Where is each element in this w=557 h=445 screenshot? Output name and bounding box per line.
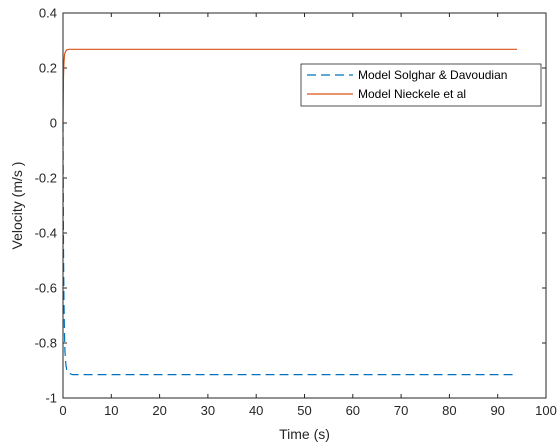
plot-frame <box>62 12 547 399</box>
x-tick-label: 70 <box>394 403 408 418</box>
x-tick-label: 40 <box>249 403 263 418</box>
y-axis-label: Velocity (m/s ) <box>9 162 25 250</box>
legend-box <box>300 63 542 107</box>
x-tick-label: 10 <box>104 403 118 418</box>
x-tick-label: 80 <box>442 403 456 418</box>
series-line-nieckele <box>62 48 518 124</box>
y-tick-label: 0.2 <box>39 61 57 76</box>
y-tick-label: -0.2 <box>35 171 57 186</box>
y-tick-label: -0.4 <box>35 226 57 241</box>
legend-label-solghar: Model Solghar & Davoudian <box>358 68 507 82</box>
x-axis-label: Time (s) <box>279 426 330 442</box>
y-tick-label: -0.8 <box>35 336 57 351</box>
x-tick-label: 100 <box>535 403 557 418</box>
legend: Model Solghar & Davoudian Model Nieckele… <box>300 63 542 107</box>
y-axis-ticks: 0.4 0.2 0 -0.2 -0.4 -0.6 -0.8 -1 <box>35 6 546 406</box>
y-tick-label: 0.4 <box>39 6 57 21</box>
y-tick-label: -0.6 <box>35 281 57 296</box>
x-tick-label: 30 <box>201 403 215 418</box>
y-tick-label: -1 <box>45 391 57 406</box>
x-axis-ticks: 0 10 20 30 40 50 60 70 80 90 100 <box>59 13 557 418</box>
legend-label-nieckele: Model Nieckele et al <box>358 87 466 101</box>
series-line-solghar <box>62 122 518 376</box>
y-tick-label: 0 <box>50 116 57 131</box>
x-tick-label: 20 <box>152 403 166 418</box>
series-layer <box>62 48 518 376</box>
x-tick-label: 60 <box>346 403 360 418</box>
x-tick-label: 0 <box>59 403 66 418</box>
x-tick-label: 90 <box>490 403 504 418</box>
x-tick-label: 50 <box>297 403 311 418</box>
